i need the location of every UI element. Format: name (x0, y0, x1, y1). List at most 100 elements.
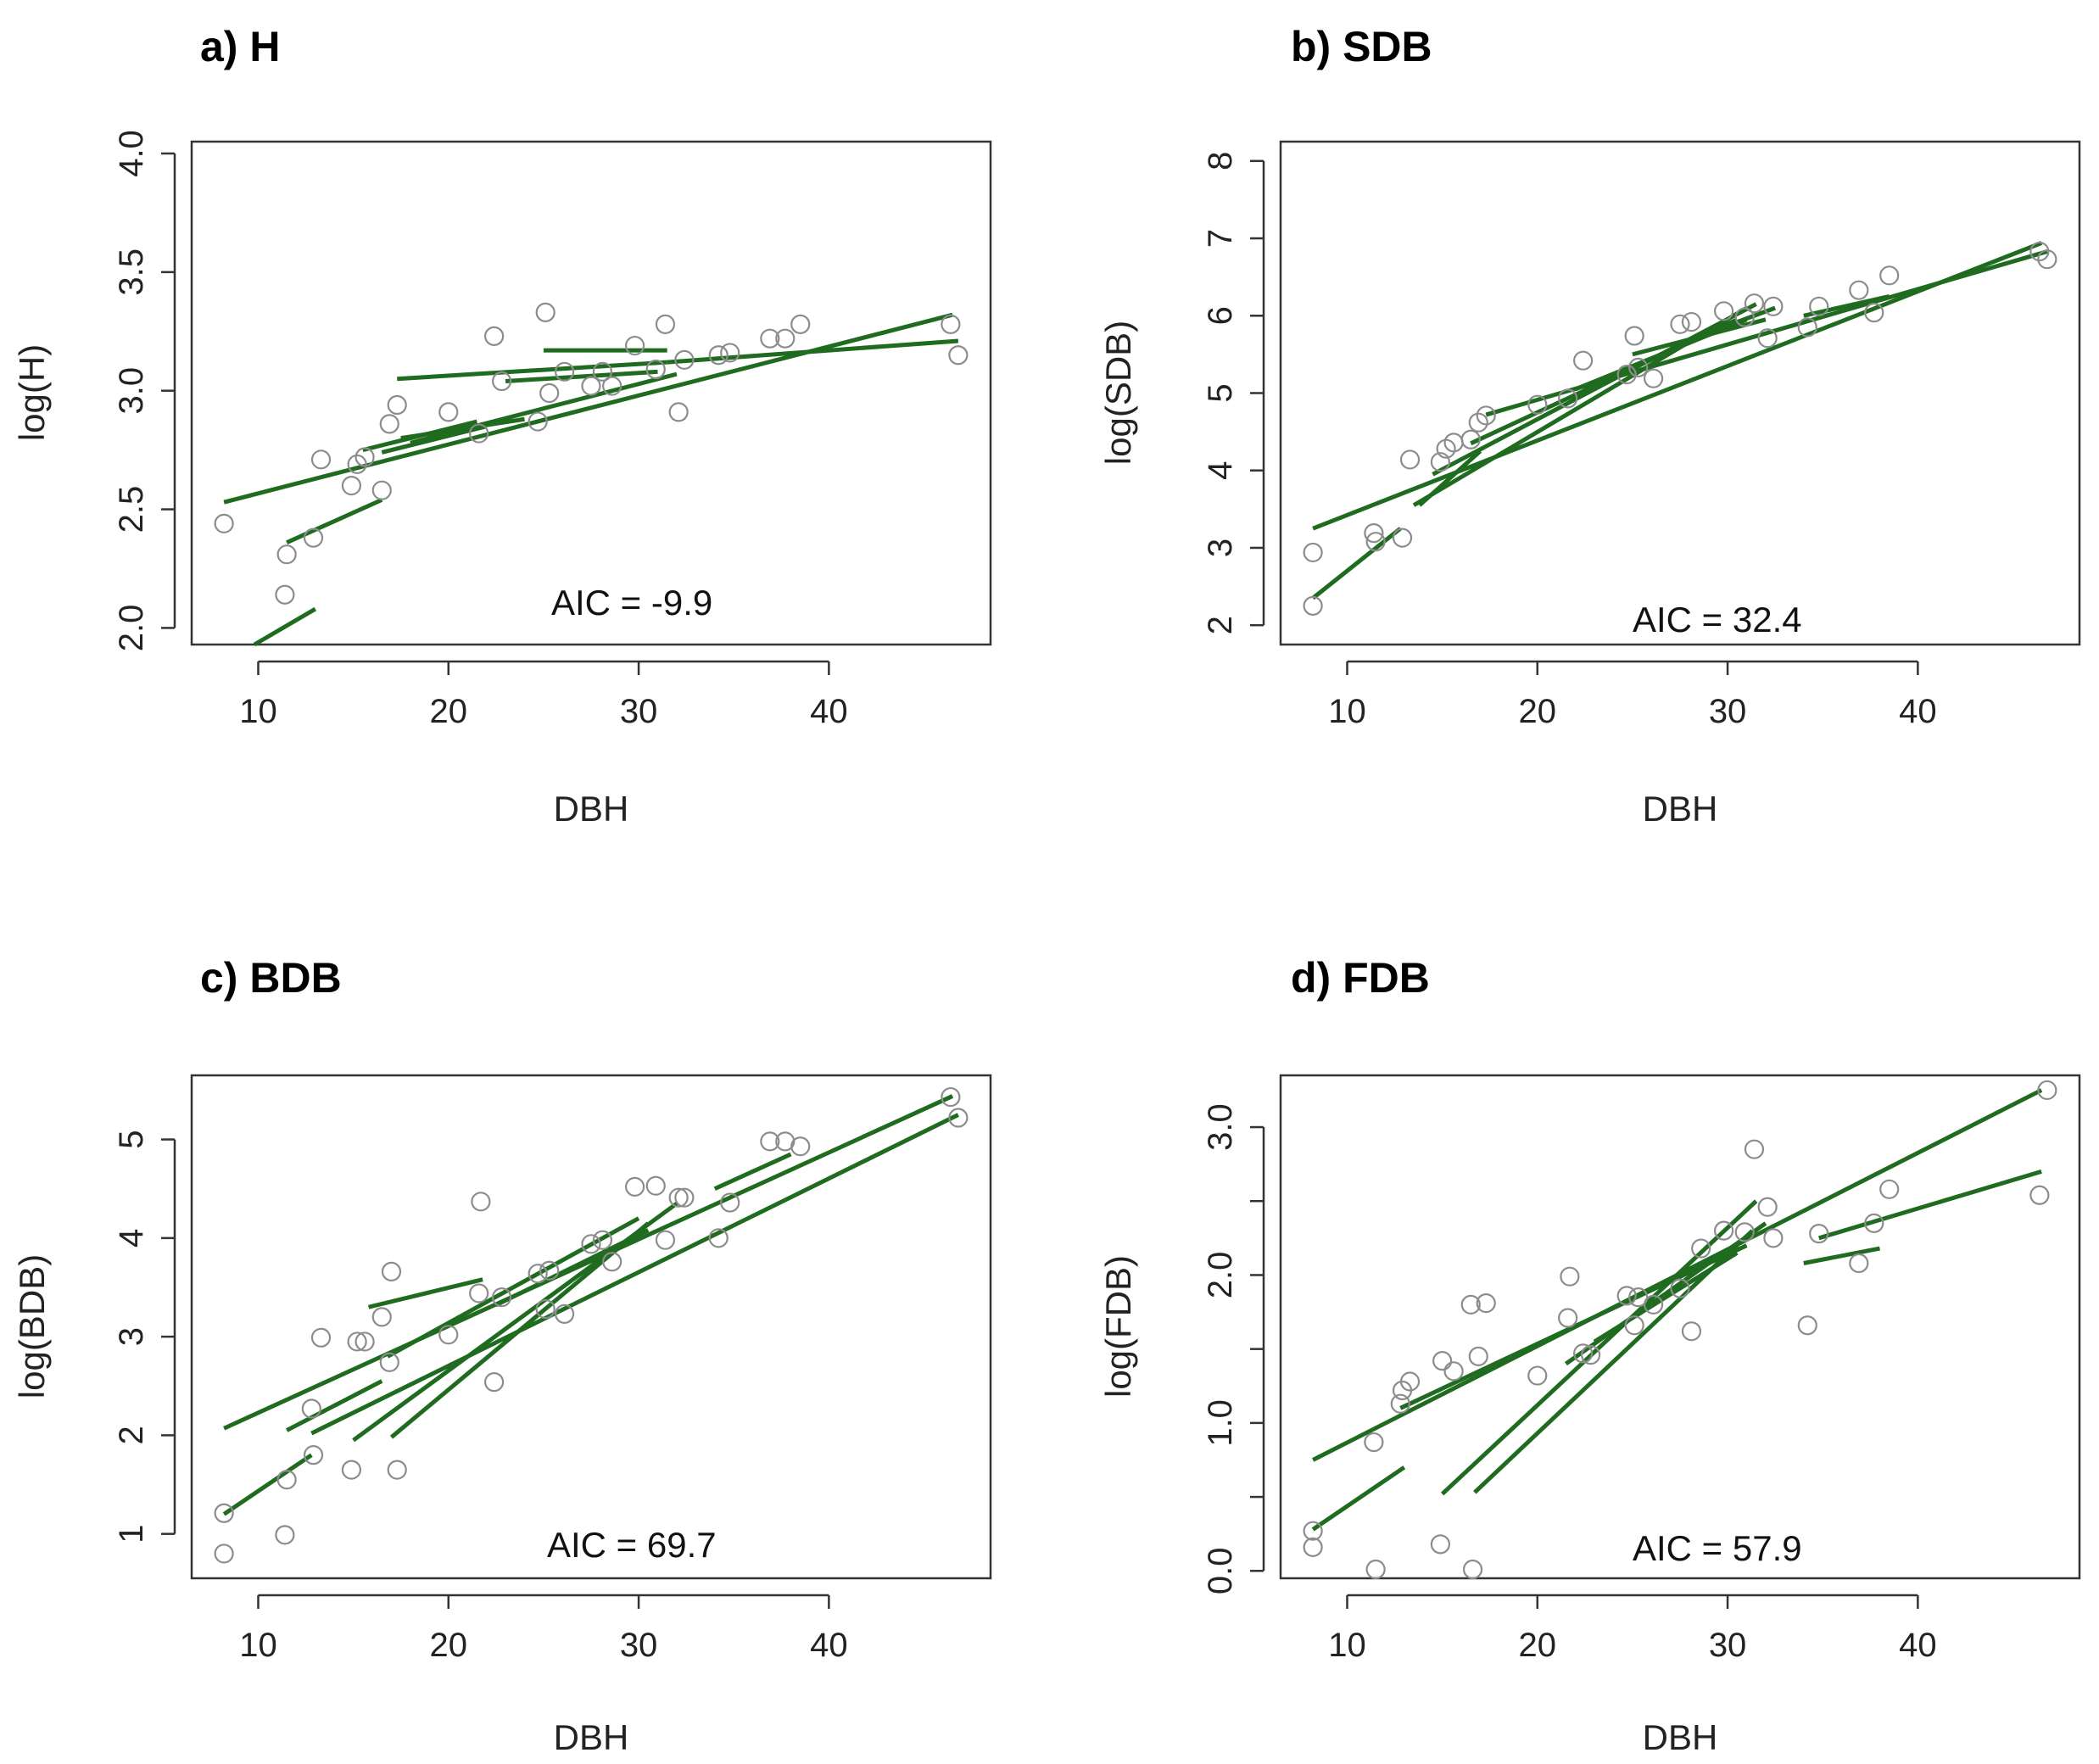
panel-b-y-axis: 2 3 4 5 6 7 8 (1202, 152, 1265, 634)
panel-a-data-point (720, 343, 740, 363)
panel-a-x-tick-label: 10 (239, 693, 277, 730)
panel-c-y-axis-title: log(BDB) (12, 1254, 52, 1398)
panel-b-fit-line (1803, 294, 1890, 318)
panel-c-data-point (674, 1187, 695, 1208)
panel-c-y-tick-label: 2 (113, 1426, 150, 1444)
panel-c-data-point (310, 1327, 332, 1348)
panel-d-data-point (1809, 1224, 1829, 1244)
panel-b-y-tick-label: 2 (1202, 616, 1239, 634)
panel-a-y-tick-label: 3.0 (113, 367, 150, 415)
panel-d-data-point (1364, 1432, 1384, 1453)
panel-a-fit-line (286, 498, 383, 545)
panel-d-data-point (1365, 1559, 1386, 1580)
panel-c-data-point (347, 1331, 367, 1352)
panel-b-data-point (1849, 280, 1869, 300)
panel-d-data-point (1303, 1537, 1323, 1557)
panel-d-fit-line (1399, 1243, 1748, 1410)
panel-b-data-point (1797, 317, 1817, 338)
panel-c-data-point (592, 1230, 613, 1250)
panel-a-y-tick-label: 2.0 (113, 605, 150, 652)
panel-d-points (1303, 1080, 2057, 1580)
panel-a-y-tick-label: 3.5 (113, 248, 150, 296)
panel-a-data-point (760, 328, 780, 349)
panel-d-data-point (2029, 1185, 2050, 1205)
panel-a-data-point (674, 349, 695, 370)
panel-a-data-point (371, 480, 392, 500)
panel-c-data-point (602, 1252, 622, 1272)
panel-a-data-point (275, 584, 295, 605)
panel-d-x-axis-title: DBH (1643, 1717, 1718, 1757)
panel-c-y-tick-label: 3 (113, 1327, 150, 1346)
panel-c-data-point (275, 1525, 295, 1545)
panel-b-data-point (1558, 388, 1578, 409)
panel-c-plot-frame (190, 1074, 992, 1580)
panel-b-data-point (1734, 307, 1755, 327)
panel-b-fit-line (1432, 302, 1757, 477)
panel-b-data-point (1527, 394, 1548, 415)
panel-d-fit-line (1803, 1246, 1880, 1265)
panel-d-data-point (1757, 1197, 1778, 1217)
panel-d-data-point (1558, 1308, 1578, 1328)
panel-d-data-point (1527, 1365, 1548, 1386)
panel-d-data-point (1476, 1292, 1496, 1314)
panel-a-fit-lines (223, 312, 959, 647)
panel-a-fit-line (400, 416, 525, 441)
panel-d-y-tick-label: 0.0 (1202, 1547, 1239, 1594)
panel-d-y-tick-label: 1.0 (1202, 1399, 1239, 1447)
panel-c-data-point (387, 1460, 407, 1480)
panel-c-data-point (381, 1261, 402, 1281)
panel-a-data-point (592, 361, 613, 382)
panel-b-data-point (1643, 368, 1664, 388)
panel-b-points (1303, 241, 2057, 616)
panel-b-plot-frame (1279, 140, 2081, 646)
panel-d-fit-lines (1311, 1088, 2043, 1532)
panel-c-data-point (214, 1544, 234, 1564)
panel-b-data-point (1879, 265, 1900, 286)
panel-b: b) SDB 10 20 30 40 2 3 4 5 6 7 8 AIC = 32.4 DBH l… (1098, 23, 2081, 829)
panel-a-x-tick-label: 40 (810, 693, 848, 730)
panel-b-data-point (1763, 296, 1784, 316)
panel-c-data-point (354, 1331, 375, 1352)
panel-a-data-point (535, 302, 555, 322)
panel-d-data-point (1432, 1351, 1453, 1371)
panel-a-aic-label: AIC = -9.9 (551, 583, 712, 622)
panel-a-data-point (941, 314, 961, 334)
panel-c-fit-line (285, 1379, 383, 1432)
panel-d-data-point (1713, 1220, 1734, 1241)
panel-c-points (214, 1086, 969, 1564)
panel-d-y-tick-label: 2.0 (1202, 1252, 1239, 1299)
panel-b-y-axis-title: log(SDB) (1098, 321, 1138, 465)
panel-d-data-point (1430, 1534, 1451, 1555)
panel-d-data-point (1580, 1345, 1601, 1365)
panel-d-x-tick-label: 20 (1519, 1627, 1557, 1664)
panel-d-data-point (1399, 1371, 1421, 1392)
panel-c-x-tick-label: 40 (810, 1627, 848, 1664)
panel-c-data-point (581, 1234, 601, 1254)
panel-b-data-point (1303, 542, 1323, 563)
panel-b-x-tick-label: 10 (1328, 693, 1366, 730)
panel-a-data-point (214, 513, 234, 533)
panel-d-data-point (1443, 1361, 1464, 1382)
panel-c-aic-label: AIC = 69.7 (547, 1525, 717, 1565)
panel-b-data-point (1616, 365, 1637, 385)
panel-a-data-point (554, 361, 575, 382)
panel-a-data-point (484, 326, 505, 346)
panel-a-data-point (581, 376, 601, 396)
panel-d-data-point (1864, 1213, 1884, 1234)
panel-b-title: b) SDB (1291, 23, 1432, 70)
panel-c-x-axis: 10 20 30 40 (239, 1594, 848, 1664)
panel-b-x-tick-label: 20 (1519, 693, 1557, 730)
panel-d-aic-label: AIC = 57.9 (1633, 1528, 1802, 1568)
panel-c-fit-line (223, 1094, 954, 1431)
panel-a-data-point (491, 371, 512, 392)
panel-c-data-point (790, 1136, 811, 1157)
panel-b-x-axis: 10 20 30 40 (1328, 660, 1937, 730)
panel-d-data-point (1763, 1228, 1784, 1248)
panel-c-fit-line (222, 1453, 313, 1516)
panel-b-data-point (1864, 303, 1884, 323)
panel-d-data-point (1643, 1294, 1664, 1315)
panel-c-data-point (535, 1298, 555, 1320)
panel-c-fit-line (494, 1228, 650, 1308)
panel-a-y-tick-label: 4.0 (113, 130, 150, 177)
panel-a-data-point (624, 335, 645, 356)
